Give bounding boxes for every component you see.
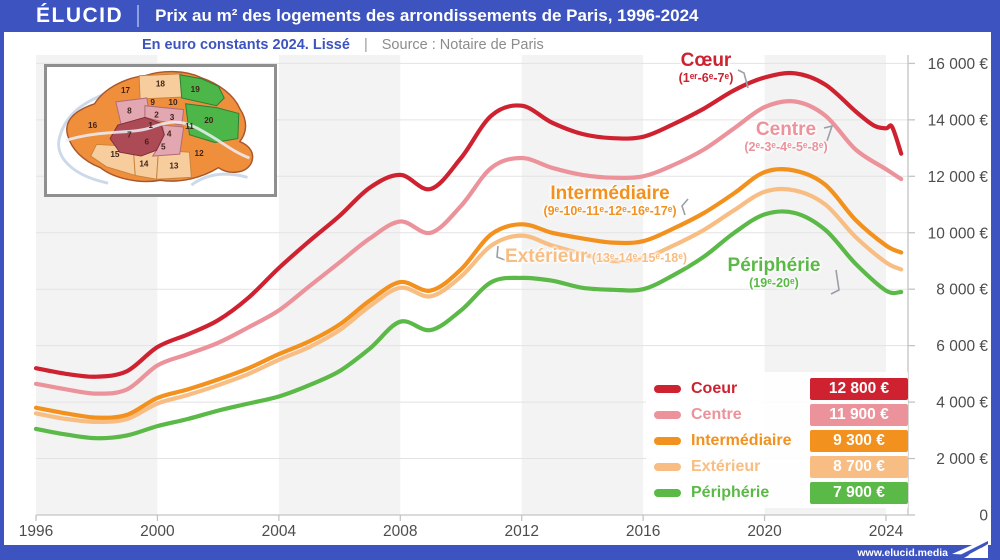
- elucid-arrow-icon: [952, 538, 988, 558]
- x-tick-label: 2016: [626, 523, 660, 540]
- legend-label: Périphérie: [691, 484, 770, 501]
- map-number-5: 5: [161, 142, 166, 151]
- map-number-2: 2: [154, 110, 159, 119]
- label-connector: [830, 269, 840, 295]
- subtitle-note: En euro constants 2024. Lissé: [142, 37, 350, 53]
- legend-label: Centre: [691, 406, 742, 423]
- curve-label-exterieur: Extérieur (13ᵉ-14ᵉ-15ᵉ-18ᵉ): [505, 246, 688, 267]
- subtitle-strip: En euro constants 2024. Lissé | Source :…: [0, 32, 1000, 58]
- curve-label-centre: Centre (2ᵉ-3ᵉ-4ᵉ-5ᵉ-8ᵉ): [744, 119, 828, 155]
- legend-swatch-centre: [654, 411, 681, 419]
- curve-label-peripherie: Périphérie (19ᵉ-20ᵉ): [727, 255, 821, 291]
- footer-bar: [0, 545, 1000, 560]
- map-number-8: 8: [127, 106, 132, 115]
- legend-row-peripherie: Périphérie 7 900 €: [650, 480, 908, 506]
- map-number-9: 9: [150, 98, 155, 107]
- map-number-10: 10: [168, 98, 178, 107]
- map-number-18: 18: [156, 79, 166, 88]
- legend-swatch-coeur: [654, 385, 681, 393]
- map-number-17: 17: [121, 86, 131, 95]
- paris-arrondissements-map: 1 2 3 4 5 6 7 8 9 10 11 12 13 14 15 16 17 18 19 20: [44, 64, 277, 197]
- label-connector: [823, 124, 834, 142]
- series-line-coeur: [33, 70, 904, 379]
- map-number-19: 19: [191, 85, 201, 94]
- map-number-4: 4: [167, 130, 172, 139]
- header-bar: ÉLUCID Prix au m² des logements des arro…: [0, 0, 1000, 32]
- y-tick-label: 4 000 €: [936, 395, 988, 412]
- header-divider: [137, 5, 140, 27]
- value-badge-intermediaire: 9 300 €: [810, 430, 908, 452]
- legend-row-coeur: Coeur 12 800 €: [650, 376, 908, 402]
- series-line-intermédiaire: [33, 167, 904, 420]
- legend-swatch-peripherie: [654, 489, 681, 497]
- x-tick-label: 2000: [140, 523, 175, 540]
- y-tick-label: 6 000 €: [936, 338, 988, 355]
- map-number-14: 14: [139, 160, 149, 169]
- y-tick-label: 16 000 €: [928, 56, 989, 73]
- background-band: [521, 55, 644, 515]
- y-tick-label: 12 000 €: [928, 169, 989, 186]
- y-tick-label: 2 000 €: [936, 451, 988, 468]
- map-number-6: 6: [145, 137, 150, 146]
- x-tick-label: 2004: [262, 523, 297, 540]
- legend-label: Extérieur: [691, 458, 761, 475]
- page-title: Prix au m² des logements des arrondissem…: [155, 6, 699, 25]
- elucid-logo: ÉLUCID: [36, 4, 124, 27]
- map-number-3: 3: [170, 113, 175, 122]
- legend-label: Intermédiaire: [691, 432, 792, 449]
- seine-river-west: [57, 92, 109, 185]
- map-number-15: 15: [110, 150, 120, 159]
- legend-label: Coeur: [691, 380, 738, 397]
- label-connector: [737, 69, 749, 89]
- map-number-11: 11: [185, 122, 194, 131]
- x-tick-label: 2020: [747, 523, 782, 540]
- map-number-12: 12: [195, 149, 205, 158]
- legend-swatch-exterieur: [654, 463, 681, 471]
- subtitle-source: Source : Notaire de Paris: [381, 37, 544, 53]
- subtitle-separator: |: [363, 37, 368, 53]
- x-tick-label: 2008: [383, 523, 417, 540]
- curve-label-coeur: Cœur (1ᵉʳ-6ᵉ-7ᵉ): [678, 50, 734, 86]
- legend-row-exterieur: Extérieur 8 700 €: [650, 454, 908, 480]
- label-connector: [681, 198, 689, 216]
- legend-row-intermediaire: Intermédiaire 9 300 €: [650, 428, 908, 454]
- y-tick-label: 14 000 €: [928, 112, 989, 129]
- x-tick-label: 2024: [869, 523, 904, 540]
- seine-river-southeast: [190, 172, 248, 187]
- footer-url: www.elucid.media: [857, 547, 948, 559]
- map-number-13: 13: [169, 162, 179, 171]
- y-tick-label: 0: [979, 508, 988, 525]
- curve-label-intermediaire: Intermédiaire (9ᵉ-10ᵉ-11ᵉ-12ᵉ-16ᵉ-17ᵉ): [543, 183, 677, 219]
- series-line-périphérie: [33, 209, 904, 441]
- map-number-1: 1: [148, 121, 153, 130]
- seine-river-city: [65, 120, 250, 160]
- legend-swatch-intermediaire: [654, 437, 681, 445]
- background-band: [278, 55, 401, 515]
- value-badge-exterieur: 8 700 €: [810, 456, 908, 478]
- legend: Coeur 12 800 € Centre 11 900 € Intermédi…: [650, 376, 908, 506]
- x-tick-label: 2012: [504, 523, 538, 540]
- map-number-20: 20: [204, 116, 214, 125]
- value-badge-coeur: 12 800 €: [810, 378, 908, 400]
- y-tick-label: 8 000 €: [936, 282, 988, 299]
- legend-row-centre: Centre 11 900 €: [650, 402, 908, 428]
- label-connector: [496, 245, 506, 261]
- series-line-extérieur: [33, 186, 904, 425]
- x-tick-label: 1996: [19, 523, 53, 540]
- value-badge-peripherie: 7 900 €: [810, 482, 908, 504]
- map-group-peripherie: [179, 74, 240, 144]
- value-badge-centre: 11 900 €: [810, 404, 908, 426]
- map-number-16: 16: [88, 121, 98, 130]
- map-number-7: 7: [127, 131, 132, 140]
- series-line-centre: [33, 99, 904, 396]
- y-tick-label: 10 000 €: [928, 225, 989, 242]
